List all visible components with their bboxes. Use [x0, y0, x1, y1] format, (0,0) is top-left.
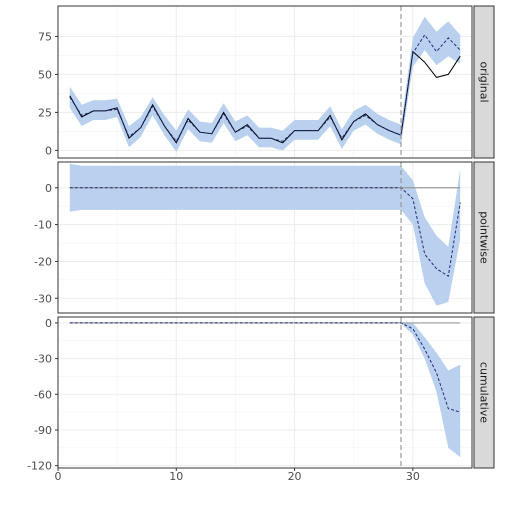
panel-border — [57, 316, 473, 469]
predicted-line — [69, 187, 461, 278]
strip-label: cumulative — [478, 362, 491, 423]
panel-pointwise: 0 -10 -20 -30 pointwise — [34, 161, 495, 314]
y-tick-label: 25 — [38, 106, 52, 119]
predicted-line — [69, 322, 461, 413]
x-tick-label: 0 — [55, 470, 62, 483]
panel-original: 0 25 50 75 original — [38, 5, 495, 159]
strip-pointwise — [473, 161, 495, 314]
strip-label: pointwise — [478, 211, 491, 264]
y-tick-label: -30 — [34, 353, 52, 366]
y-tick-label: 0 — [45, 317, 52, 330]
y-tick-label: -120 — [27, 460, 52, 473]
strip-cumulative — [473, 316, 495, 469]
y-tick-label: -10 — [34, 219, 52, 232]
y-tick-label: 0 — [45, 144, 52, 157]
x-tick-label: 20 — [288, 470, 302, 483]
confidence-band — [69, 322, 461, 458]
panel-background — [58, 317, 472, 468]
y-tick-label: -30 — [34, 292, 52, 305]
panel-border — [57, 161, 473, 314]
strip-original — [473, 5, 495, 159]
panel-cumulative: 0 -30 -60 -90 -120 cumulative — [27, 316, 495, 473]
predicted-line — [69, 34, 461, 143]
strip-label: original — [478, 61, 491, 102]
confidence-band — [69, 16, 461, 152]
x-tick-label: 10 — [169, 470, 183, 483]
y-tick-label: 50 — [38, 68, 52, 81]
confidence-band — [69, 163, 461, 306]
y-tick-label: -20 — [34, 255, 52, 268]
y-tick-label: -90 — [34, 424, 52, 437]
y-tick-label: 75 — [38, 30, 52, 43]
panel-border — [57, 5, 473, 159]
y-tick-label: 0 — [45, 182, 52, 195]
x-tick-label: 30 — [406, 470, 420, 483]
x-axis: 0 10 20 30 — [55, 468, 420, 483]
y-tick-label: -60 — [34, 388, 52, 401]
